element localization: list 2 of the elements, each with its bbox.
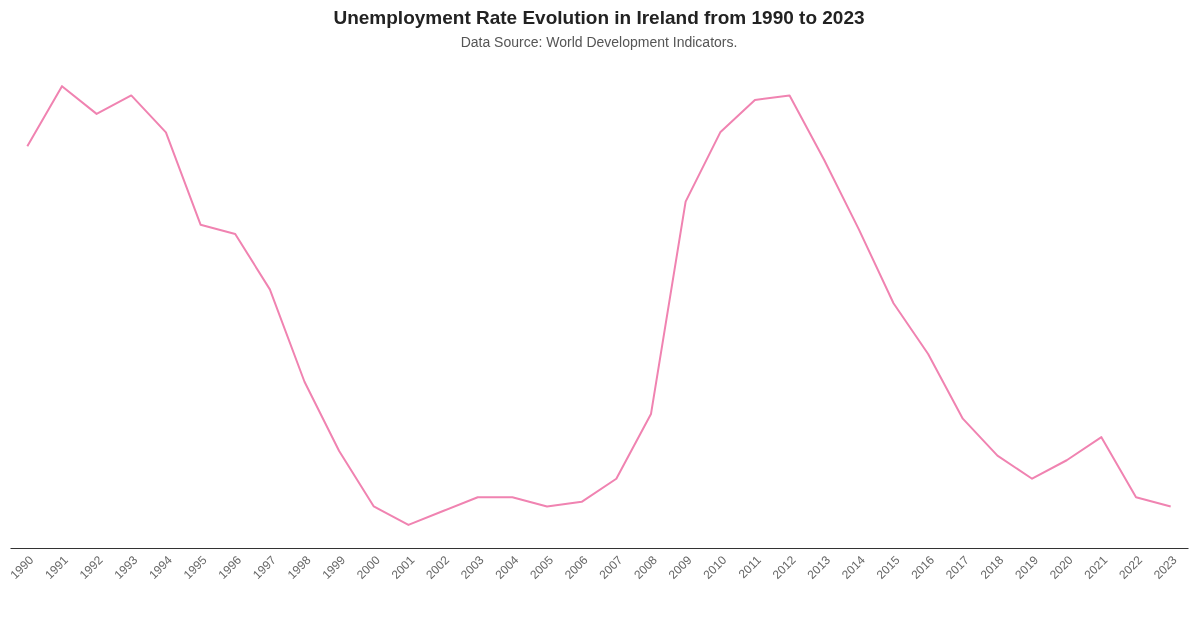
chart-title: Unemployment Rate Evolution in Ireland from 1990 to 2023 (333, 7, 865, 28)
chart-subtitle: Data Source: World Development Indicators. (460, 34, 738, 50)
